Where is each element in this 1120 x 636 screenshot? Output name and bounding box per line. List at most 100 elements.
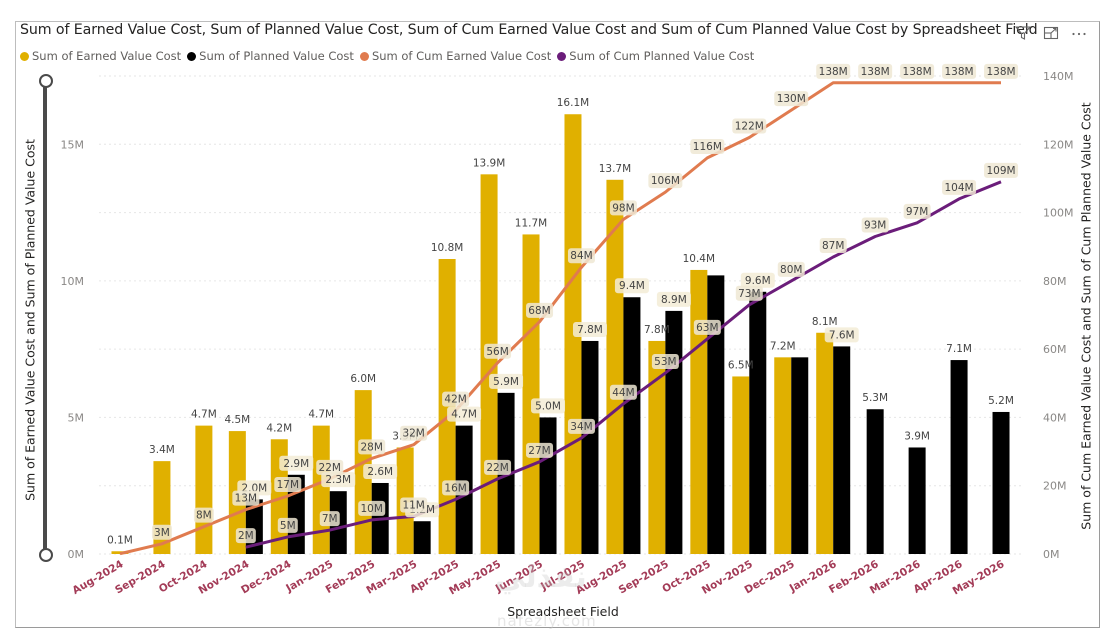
data-label-cum-planned-bg: [319, 511, 340, 527]
data-labels: 0.1M3.4M4.7M 4.5M2.0M4.2M2.9M4.7M2.3M6.0M…: [107, 63, 1019, 546]
y-axis-zoom-slider[interactable]: [39, 74, 53, 564]
bar-planned-value: [908, 447, 926, 554]
gridlines: [99, 75, 1022, 555]
data-label-earned: 10.8M: [431, 242, 463, 254]
chart-legend: Sum of Earned Value Cost Sum of Planned …: [20, 49, 754, 63]
data-label-cum-earned-bg: [232, 490, 260, 506]
data-label-cum-earned: 138M: [903, 66, 932, 78]
data-label-cum-earned: 56M: [486, 346, 508, 358]
data-label-cum-earned-bg: [984, 63, 1019, 79]
filter-icon[interactable]: [1014, 24, 1032, 42]
data-label-cum-earned: 17M: [277, 479, 299, 491]
data-label-planned: 3.9M: [904, 430, 930, 442]
data-label-cum-earned-bg: [858, 63, 893, 79]
data-label-cum-earned-bg: [400, 425, 428, 441]
bar-earned-value: [606, 179, 624, 554]
data-label-cum-earned-bg: [648, 173, 683, 189]
data-label-planned: 2.6M: [367, 466, 393, 478]
x-axis-ticks: Aug-2024Sep-2024Oct-2024Nov-2024Dec-2024…: [70, 558, 1006, 597]
zoom-slider-top-handle[interactable]: [39, 74, 53, 88]
data-label-cum-earned-bg: [442, 391, 470, 407]
data-label-cum-planned: 80M: [780, 264, 802, 276]
data-label-cum-planned-bg: [400, 497, 428, 513]
data-label-cum-planned: 44M: [612, 387, 634, 399]
data-label-cum-planned: 73M: [738, 288, 760, 300]
visual-header-toolbar: [1014, 24, 1088, 42]
more-options-icon[interactable]: [1070, 24, 1088, 42]
data-label-planned: 2.3M: [325, 474, 351, 486]
data-label-cum-earned-bg: [274, 476, 302, 492]
legend-item-earned[interactable]: Sum of Earned Value Cost: [20, 49, 181, 63]
data-label-cum-earned: 22M: [319, 462, 341, 474]
data-label-cum-earned: 130M: [777, 93, 806, 105]
data-label-cum-earned-bg: [358, 439, 386, 455]
data-label-cum-planned-bg: [693, 319, 721, 335]
data-label-cum-earned: 138M: [861, 66, 890, 78]
data-label-cum-earned: 138M: [986, 66, 1015, 78]
data-label-earned: 13.7M: [599, 163, 631, 175]
line-cum-planned-value: [245, 180, 1002, 549]
bar-planned-value: [707, 275, 725, 554]
data-label-earned: 3.4M: [149, 444, 175, 456]
line-cum-earned-value: [119, 81, 1001, 556]
bar-planned-value: [791, 357, 809, 554]
data-label-cum-planned: 10M: [360, 503, 382, 515]
data-label-cum-earned-bg: [526, 302, 554, 318]
data-label-cum-earned: 32M: [402, 428, 424, 440]
data-label-cum-earned-bg: [609, 200, 637, 216]
zoom-slider-bottom-handle[interactable]: [39, 548, 53, 562]
bar-earned-value: [195, 425, 213, 554]
legend-label: Sum of Cum Earned Value Cost: [371, 49, 552, 63]
chart-title: Sum of Earned Value Cost, Sum of Planned…: [20, 22, 1038, 38]
legend-item-cum-earned[interactable]: Sum of Cum Earned Value Cost: [359, 49, 552, 63]
data-label-planned-bg: [321, 472, 356, 488]
bar-earned-value: [774, 357, 792, 554]
bar-planned-value: [833, 346, 851, 554]
zoom-slider-track[interactable]: [43, 80, 47, 556]
data-label-cum-planned-bg: [735, 285, 763, 301]
data-label-planned-bg: [489, 373, 524, 389]
data-label-planned-bg: [614, 278, 649, 294]
y-tick-label-right: 40M: [1043, 411, 1067, 424]
bar-earned-value: [648, 340, 666, 554]
data-label-cum-planned: 16M: [444, 482, 466, 494]
data-label-planned-bg: [656, 291, 691, 307]
bar-planned-value: [581, 340, 599, 554]
data-label-planned: 5.9M: [493, 376, 519, 388]
data-label-cum-earned-bg: [567, 248, 595, 264]
data-label-planned-bg: [824, 327, 859, 343]
legend-swatch-planned: [187, 51, 197, 61]
data-label-planned: 5.0M: [535, 400, 561, 412]
data-label-earned: 10.4M: [683, 253, 715, 265]
data-label-cum-earned: 84M: [570, 250, 592, 262]
data-label-cum-planned-bg: [235, 528, 256, 544]
data-label-earned: 4.2M: [266, 422, 292, 434]
data-label-earned: 0.1M: [107, 534, 133, 546]
legend-item-cum-planned[interactable]: Sum of Cum Planned Value Cost: [557, 49, 754, 63]
focus-mode-icon[interactable]: [1042, 24, 1060, 42]
data-label-cum-planned: 97M: [906, 206, 928, 218]
legend-label: Sum of Earned Value Cost: [32, 49, 182, 63]
y-tick-label-left: 10M: [61, 275, 85, 288]
data-label-cum-planned-bg: [777, 261, 805, 277]
data-label-earned: 6.0M: [350, 373, 376, 385]
legend-swatch-earned: [20, 51, 29, 61]
data-label-earned: 7.8M: [644, 324, 670, 336]
data-label-earned: 4.7M: [308, 409, 334, 421]
x-tick-label: Jun-2025: [493, 558, 545, 595]
bar-earned-value: [816, 332, 834, 554]
data-label-planned-bg: [572, 321, 607, 337]
data-label-cum-earned-bg: [816, 63, 851, 79]
data-label-planned-bg: [740, 272, 775, 288]
data-label-cum-planned-bg: [526, 442, 554, 458]
legend-item-planned[interactable]: Sum of Planned Value Cost: [187, 49, 354, 63]
data-label-cum-earned-bg: [151, 524, 172, 540]
data-label-planned: 7.8M: [577, 324, 603, 336]
data-label-cum-earned-bg: [316, 459, 344, 475]
data-label-earned: 13.9M: [473, 157, 505, 169]
data-label-cum-planned: 109M: [986, 165, 1015, 177]
y-tick-label-right: 80M: [1043, 275, 1067, 288]
data-label-cum-earned: 42M: [444, 394, 466, 406]
data-label-cum-planned-bg: [484, 459, 512, 475]
